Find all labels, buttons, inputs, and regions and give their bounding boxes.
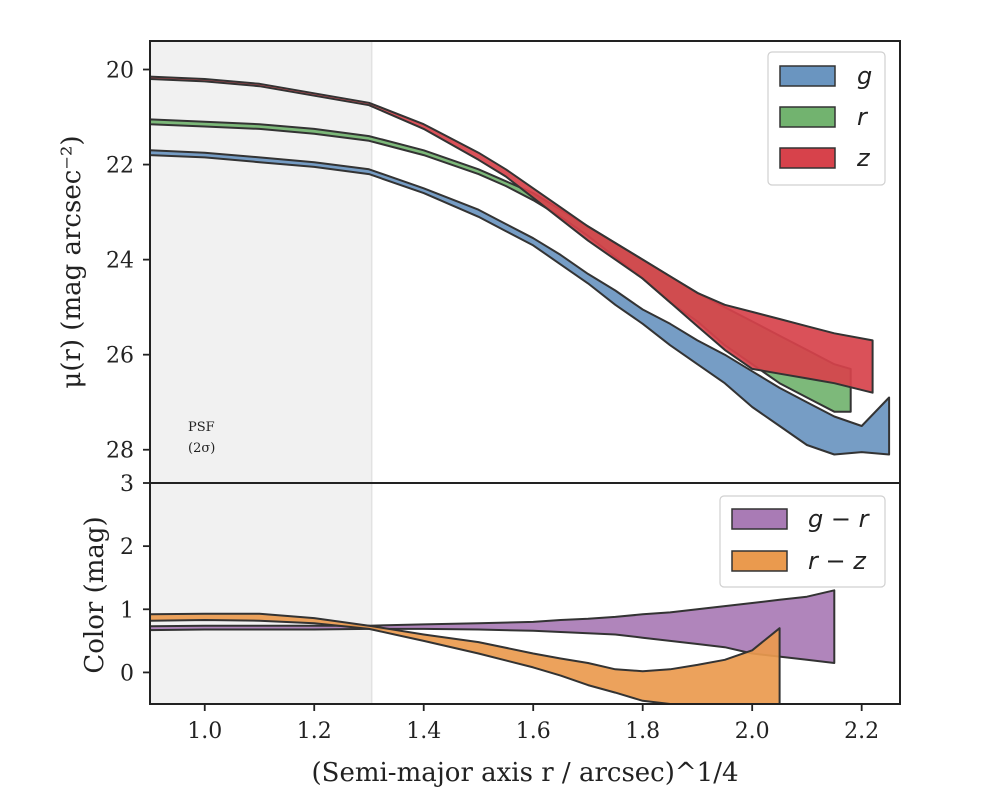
series-band-g-r bbox=[150, 589, 836, 664]
psf-shaded-region bbox=[150, 41, 372, 483]
series-band-r-z bbox=[150, 612, 781, 704]
legend-label-z: z bbox=[856, 144, 871, 172]
legend-label-r-z: r − z bbox=[808, 547, 867, 575]
y-tick-label: 2 bbox=[120, 535, 134, 560]
bottom-legend: g − r r − z bbox=[719, 495, 886, 588]
x-tick-label: 1.0 bbox=[187, 719, 222, 744]
legend-swatch-r-z bbox=[731, 550, 788, 572]
x-axis-label: (Semi-major axis r / arcsec)^1/4 bbox=[311, 758, 738, 788]
y-tick-label: 26 bbox=[106, 344, 134, 369]
x-tick-label: 1.4 bbox=[406, 719, 441, 744]
bottom-panel-frame bbox=[149, 482, 901, 705]
x-tick-label: 1.8 bbox=[625, 719, 660, 744]
y-tick-label: 0 bbox=[120, 661, 134, 686]
y-tick-label: 20 bbox=[106, 59, 134, 84]
y-tick-label: 24 bbox=[106, 249, 134, 274]
surface-brightness-panel: PSF (2σ) 20 22 24 26 28 g r z μ(r) (mag arcs… bbox=[57, 40, 901, 484]
legend-label-r: r bbox=[857, 103, 869, 131]
y-tick-label: 1 bbox=[120, 598, 134, 623]
x-ticks: 1.0 1.2 1.4 1.6 1.8 2.0 2.2 bbox=[187, 704, 879, 744]
y-tick-label: 22 bbox=[106, 154, 134, 179]
x-tick-label: 1.2 bbox=[297, 719, 332, 744]
top-y-axis-label: μ(r) (mag arcsec⁻²) bbox=[57, 135, 87, 388]
y-tick-label: 28 bbox=[106, 439, 134, 464]
series-band-r bbox=[150, 118, 852, 413]
legend-swatch-r bbox=[779, 106, 836, 128]
color-panel: 0 1 2 3 1.0 1.2 1.4 1.6 1.8 2.0 2.2 g − r r − z C… bbox=[80, 472, 901, 788]
x-tick-label: 2.0 bbox=[735, 719, 770, 744]
psf-label-line2: (2σ) bbox=[188, 441, 215, 456]
legend-swatch-g bbox=[779, 65, 836, 87]
x-tick-label: 1.6 bbox=[516, 719, 551, 744]
legend-label-g-r: g − r bbox=[808, 505, 871, 533]
psf-shaded-region-bottom bbox=[150, 483, 372, 704]
bottom-y-axis-label: Color (mag) bbox=[80, 516, 110, 673]
top-legend: g r z bbox=[767, 51, 886, 186]
legend-swatch-g-r bbox=[731, 508, 788, 530]
x-tick-label: 2.2 bbox=[844, 719, 879, 744]
color-series bbox=[150, 589, 836, 704]
psf-label-line1: PSF bbox=[188, 420, 215, 435]
top-y-ticks: 20 22 24 26 28 bbox=[106, 59, 150, 464]
series-band-g bbox=[150, 149, 891, 456]
series-band-z bbox=[150, 75, 874, 394]
y-tick-label: 3 bbox=[120, 472, 134, 497]
surface-brightness-series bbox=[150, 75, 891, 456]
legend-label-g: g bbox=[857, 62, 872, 90]
bottom-y-ticks: 0 1 2 3 bbox=[120, 472, 150, 686]
legend-swatch-z bbox=[779, 147, 836, 169]
